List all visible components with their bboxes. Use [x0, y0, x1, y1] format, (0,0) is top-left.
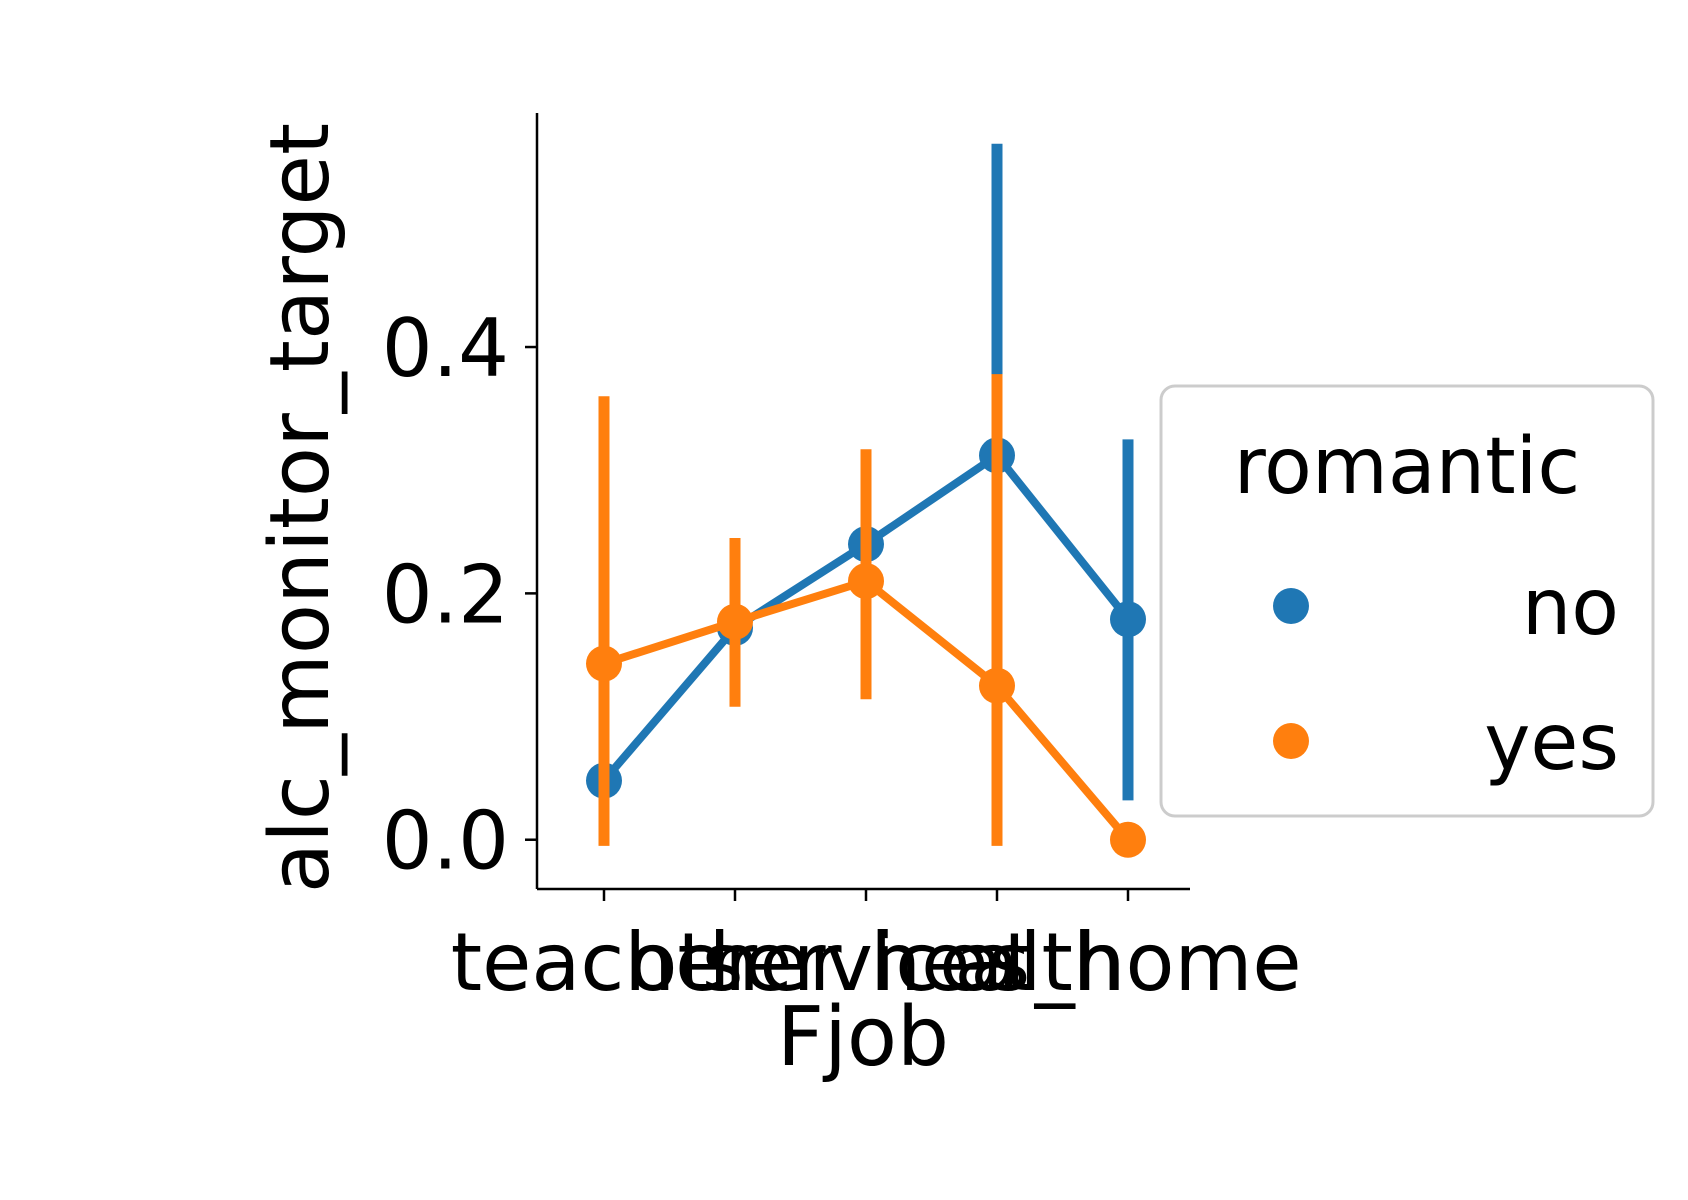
- data-point: [1110, 601, 1146, 638]
- legend-frame: [1159, 384, 1655, 818]
- series-layer: [586, 143, 1146, 858]
- data-point: [586, 645, 622, 682]
- x-tick-label: teacher: [451, 916, 758, 1009]
- y-tick-label: 0.0: [382, 795, 509, 888]
- legend-entries: no yes: [1273, 563, 1619, 788]
- legend-marker: [1273, 723, 1309, 759]
- y-ticks: 0.0 0.2 0.4: [382, 302, 537, 888]
- x-axis-label: Fjob: [777, 990, 949, 1085]
- data-point: [979, 667, 1015, 704]
- x-tick-label: at_home: [954, 916, 1301, 1009]
- legend: romantic no yes: [1159, 384, 1655, 818]
- x-tick-label: other: [628, 916, 841, 1009]
- legend-label: no: [1522, 563, 1619, 653]
- data-point: [717, 603, 753, 640]
- legend-marker: [1273, 588, 1309, 624]
- axes: [535, 113, 1190, 891]
- data-point: [848, 563, 884, 600]
- x-tick-label: services: [702, 916, 1030, 1009]
- y-tick-label: 0.4: [382, 302, 509, 395]
- legend-title: romantic: [1234, 422, 1580, 512]
- y-tick-label: 0.2: [382, 548, 509, 641]
- y-axis-label: alc_monitor_target: [253, 123, 348, 893]
- data-point: [1110, 821, 1146, 858]
- legend-label: yes: [1484, 698, 1619, 788]
- series-yes: [586, 374, 1146, 858]
- x-tick-label: health: [870, 916, 1123, 1009]
